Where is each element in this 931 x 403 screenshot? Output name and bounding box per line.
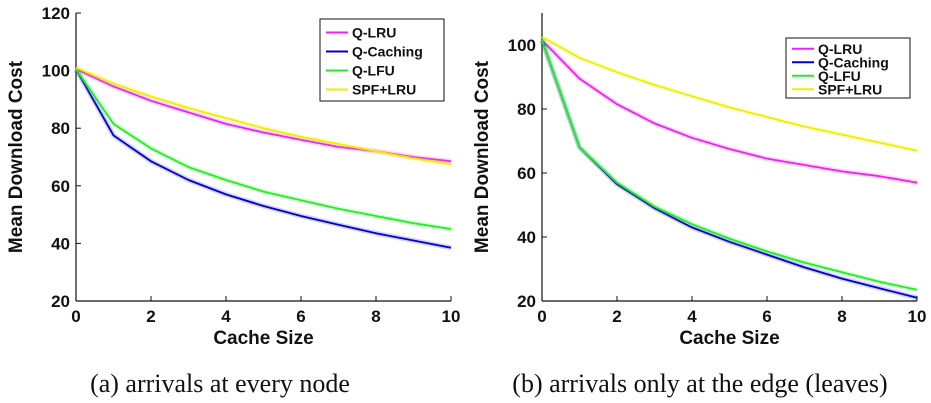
legend-label: Q-LRU bbox=[818, 41, 862, 57]
x-tick-label: 6 bbox=[762, 307, 771, 326]
legend-label: SPF+LRU bbox=[818, 81, 882, 97]
caption-a: (a) arrivals at every node bbox=[90, 369, 350, 398]
y-tick-label: 120 bbox=[42, 4, 70, 23]
y-tick-label: 40 bbox=[517, 228, 536, 247]
series-line bbox=[75, 68, 452, 249]
series-line bbox=[541, 39, 918, 184]
x-tick-label: 10 bbox=[442, 307, 461, 326]
x-tick-label: 0 bbox=[537, 307, 546, 326]
y-tick-label: 20 bbox=[517, 292, 536, 311]
y-tick-label: 80 bbox=[517, 100, 536, 119]
y-tick-label: 80 bbox=[51, 119, 70, 138]
y-tick-label: 60 bbox=[51, 177, 70, 196]
x-axis-label: Cache Size bbox=[679, 328, 779, 349]
x-tick-label: 4 bbox=[221, 307, 231, 326]
x-tick-label: 6 bbox=[296, 307, 305, 326]
x-tick-label: 2 bbox=[146, 307, 155, 326]
legend-label: Q-LFU bbox=[352, 63, 395, 79]
series-line bbox=[75, 66, 452, 166]
y-tick-label: 100 bbox=[508, 36, 536, 55]
chart-a: 0 2 4 6 8 10 20 40 60 80 100 120 Cache Size Mean Down… bbox=[6, 4, 460, 349]
y-tick-label: 20 bbox=[51, 292, 70, 311]
y-axis-label: Mean Download Cost bbox=[472, 60, 493, 253]
legend-label: Q-LRU bbox=[352, 25, 396, 41]
x-axis-label: Cache Size bbox=[213, 328, 313, 349]
series-line bbox=[541, 36, 918, 152]
caption-b: (b) arrivals only at the edge (leaves) bbox=[512, 369, 887, 398]
y-tick-label: 60 bbox=[517, 164, 536, 183]
x-tick-label: 8 bbox=[837, 307, 846, 326]
legend-label: Q-Caching bbox=[352, 44, 423, 60]
y-tick-label: 100 bbox=[42, 62, 70, 81]
x-tick-label: 10 bbox=[908, 307, 927, 326]
x-tick-label: 2 bbox=[612, 307, 621, 326]
chart-b: 0 2 4 6 8 10 20 40 60 80 100 Cache Size Mean Downloa… bbox=[472, 13, 926, 349]
legend: Q-LRU Q-Caching Q-LFU SPF+LRU bbox=[319, 18, 445, 102]
x-tick-label: 4 bbox=[687, 307, 697, 326]
x-tick-label: 0 bbox=[71, 307, 80, 326]
series-line bbox=[541, 39, 918, 291]
legend-label: Q-Caching bbox=[818, 54, 889, 70]
series-line bbox=[75, 68, 452, 230]
legend-label: Q-LFU bbox=[818, 68, 861, 84]
legend-label: SPF+LRU bbox=[352, 82, 416, 98]
y-tick-label: 40 bbox=[51, 234, 70, 253]
y-axis-label: Mean Download Cost bbox=[6, 60, 27, 253]
legend-box bbox=[319, 18, 445, 102]
x-tick-label: 8 bbox=[371, 307, 380, 326]
